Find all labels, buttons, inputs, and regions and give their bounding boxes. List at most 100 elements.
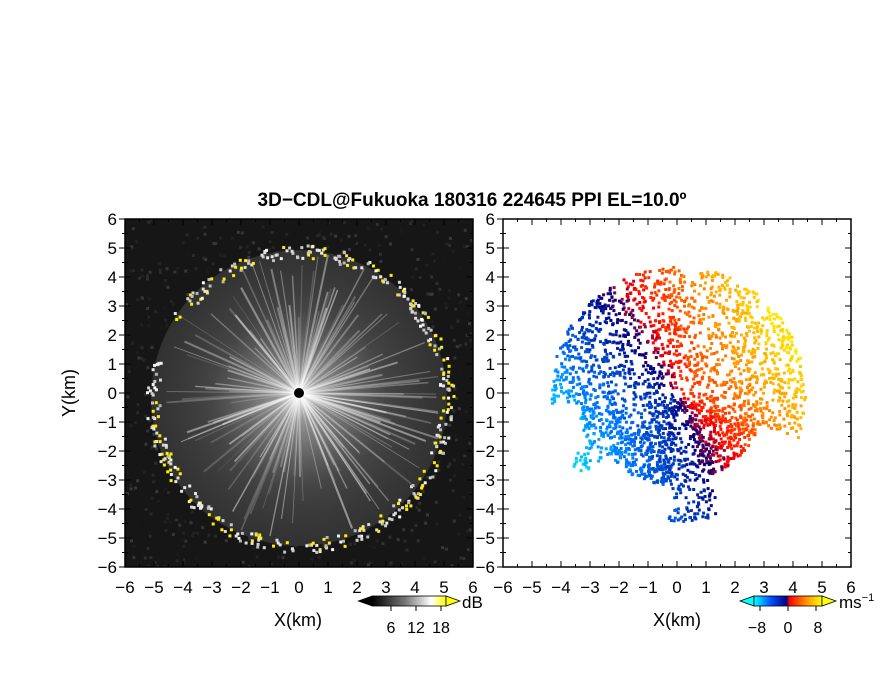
- velocity-cell: [725, 307, 729, 311]
- echo-cell: [412, 492, 416, 496]
- velocity-cell: [592, 374, 596, 378]
- radial-streak: [269, 392, 300, 537]
- velocity-cell: [617, 341, 621, 345]
- velocity-cell: [668, 302, 672, 306]
- velocity-cell: [643, 420, 647, 424]
- velocity-cell: [669, 268, 673, 272]
- velocity-cell: [705, 409, 709, 413]
- velocity-cell: [702, 468, 706, 472]
- velocity-cell: [675, 295, 679, 299]
- y-tick-label: −4: [98, 500, 117, 519]
- strong-echo-cell: [447, 370, 451, 374]
- velocity-cell: [755, 375, 759, 379]
- velocity-cell: [702, 488, 706, 492]
- velocity-cell: [580, 325, 584, 329]
- velocity-cell: [720, 394, 724, 398]
- velocity-cell: [721, 431, 725, 435]
- velocity-cell: [762, 406, 766, 410]
- velocity-cell: [582, 332, 586, 336]
- velocity-cell: [663, 299, 667, 302]
- velocity-cell: [667, 327, 671, 331]
- velocity-cell: [796, 417, 799, 421]
- velocity-cell: [695, 445, 699, 449]
- velocity-cell: [713, 440, 717, 444]
- velocity-cell: [597, 364, 601, 368]
- velocity-cell: [691, 445, 695, 449]
- velocity-cell: [701, 273, 705, 277]
- radial-streak: [293, 392, 300, 476]
- strong-echo-cell: [220, 528, 224, 532]
- velocity-cell: [665, 411, 669, 415]
- velocity-cell: [663, 396, 667, 400]
- velocity-cell: [785, 328, 789, 332]
- velocity-cell: [677, 318, 681, 322]
- echo-cell: [410, 303, 413, 307]
- velocity-cell: [589, 394, 593, 398]
- velocity-cell: [687, 304, 691, 308]
- velocity-cell: [747, 444, 751, 448]
- radial-streak: [241, 392, 300, 437]
- velocity-cell: [650, 457, 654, 460]
- radial-streak: [298, 353, 384, 394]
- echo-cell: [450, 406, 453, 410]
- velocity-cell: [631, 472, 635, 476]
- velocity-cell: [601, 307, 605, 311]
- velocity-cell: [660, 480, 664, 484]
- velocity-cell: [690, 403, 694, 407]
- velocity-cell: [614, 333, 618, 337]
- velocity-cell: [799, 384, 803, 388]
- velocity-cell: [638, 292, 641, 296]
- echo-cell: [201, 287, 205, 291]
- velocity-cell: [742, 311, 746, 315]
- velocity-cell: [565, 368, 569, 372]
- velocity-cell: [777, 377, 781, 381]
- y-tick-label: 2: [486, 326, 495, 345]
- velocity-cell: [616, 318, 620, 322]
- velocity-cell: [599, 418, 603, 421]
- velocity-cell: [717, 459, 721, 463]
- velocity-cell: [582, 389, 586, 393]
- echo-cell: [155, 440, 159, 443]
- velocity-cell: [646, 371, 650, 375]
- velocity-cell: [718, 287, 722, 291]
- velocity-cell: [672, 372, 676, 376]
- strong-echo-cell: [432, 461, 436, 465]
- velocity-cell: [760, 316, 764, 320]
- velocity-cell: [615, 371, 619, 375]
- velocity-cell: [601, 305, 605, 308]
- velocity-cell: [628, 313, 632, 317]
- velocity-cell: [791, 370, 795, 373]
- velocity-cell: [568, 380, 572, 384]
- echo-cell: [447, 396, 451, 400]
- velocity-cell: [671, 487, 675, 491]
- velocity-cell: [678, 360, 682, 364]
- velocity-cell: [588, 310, 592, 314]
- velocity-cell: [709, 415, 713, 419]
- velocity-cell: [617, 365, 621, 368]
- velocity-cell: [669, 479, 672, 483]
- velocity-cell: [645, 474, 649, 478]
- velocity-cell: [612, 409, 616, 413]
- velocity-cell: [747, 402, 750, 406]
- velocity-cell: [681, 484, 685, 488]
- velocity-cell: [599, 456, 603, 460]
- velocity-cell: [720, 417, 723, 421]
- velocity-cell: [581, 462, 585, 466]
- velocity-cell: [657, 289, 661, 293]
- velocity-cell: [649, 402, 653, 406]
- velocity-cell: [612, 427, 616, 430]
- velocity-cell: [599, 429, 602, 433]
- velocity-cell: [727, 424, 731, 428]
- velocity-cell: [668, 315, 672, 319]
- velocity-cell: [784, 363, 788, 367]
- velocity-cell: [653, 330, 657, 334]
- echo-cell: [397, 280, 401, 284]
- velocity-cell: [668, 515, 672, 519]
- x-tick-label: 6: [846, 578, 855, 597]
- velocity-cell: [743, 316, 747, 320]
- velocity-cell: [750, 431, 754, 434]
- velocity-cell: [801, 383, 805, 387]
- velocity-cell: [624, 411, 628, 415]
- velocity-cell: [678, 517, 682, 521]
- velocity-cell: [663, 472, 667, 476]
